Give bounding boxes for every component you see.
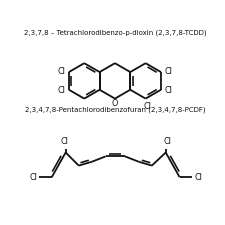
Text: 2,3,7,8 – Tetrachlorodibenzo-p-dioxin (2,3,7,8-TCDD): 2,3,7,8 – Tetrachlorodibenzo-p-dioxin (2… [24, 29, 206, 36]
Text: Cl: Cl [163, 137, 171, 146]
Text: Cl: Cl [143, 102, 151, 111]
Text: Cl: Cl [194, 173, 202, 182]
Text: Cl: Cl [57, 86, 65, 95]
Text: Cl: Cl [60, 137, 68, 146]
Text: Cl: Cl [165, 86, 173, 95]
Text: O: O [112, 99, 118, 108]
Text: Cl: Cl [165, 67, 173, 76]
Text: Cl: Cl [29, 173, 37, 182]
Text: 2,3,4,7,8-Pentachlorodibenzofuran (2,3,4,7,8-PCDF): 2,3,4,7,8-Pentachlorodibenzofuran (2,3,4… [25, 106, 205, 113]
Text: Cl: Cl [57, 67, 65, 76]
